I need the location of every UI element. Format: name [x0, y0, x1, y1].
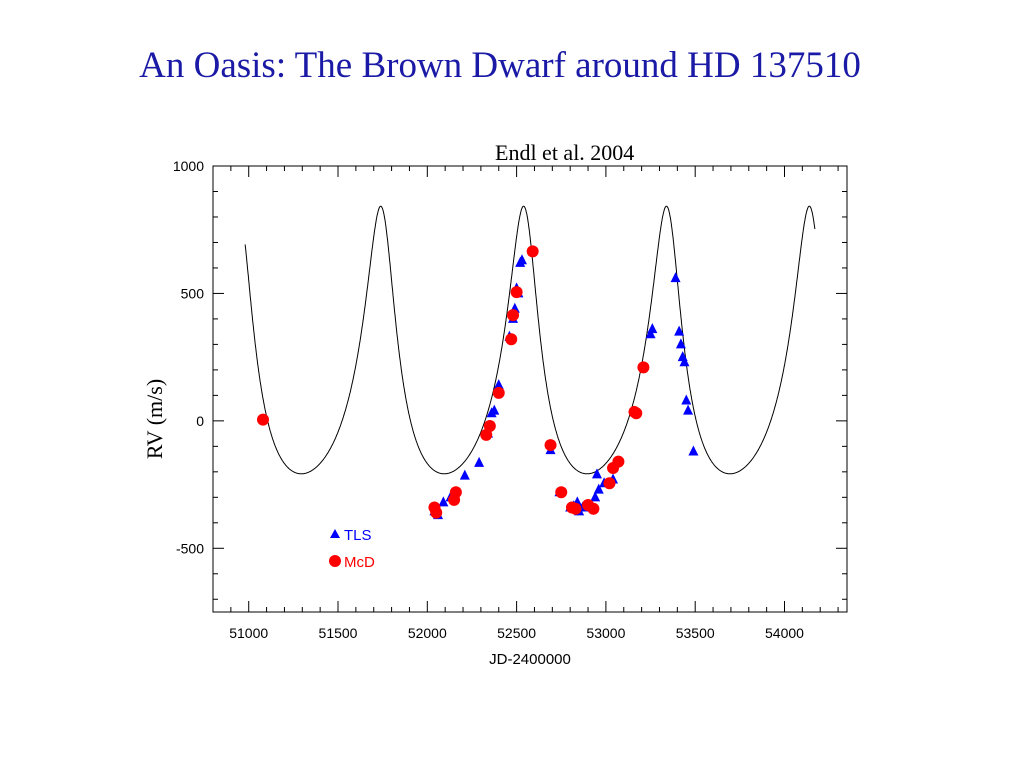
mcd-point — [492, 386, 505, 399]
tls-point — [688, 445, 699, 456]
tls-point — [516, 254, 527, 265]
tls-point — [679, 356, 690, 367]
mcd-point — [510, 286, 523, 299]
mcd-point — [430, 506, 443, 519]
x-tick-label: 51500 — [319, 625, 358, 641]
citation-label: Endl et al. 2004 — [495, 140, 635, 165]
mcd-point — [569, 502, 582, 515]
mcd-point — [449, 486, 462, 499]
legend-tls-label: TLS — [344, 527, 372, 544]
tls-point — [647, 323, 658, 334]
x-tick-label: 52000 — [408, 625, 447, 641]
mcd-point — [257, 413, 270, 426]
tls-point — [677, 351, 688, 362]
mcd-point — [544, 439, 557, 452]
x-tick-label: 53500 — [676, 625, 715, 641]
tls-point — [590, 491, 601, 502]
mcd-point — [637, 361, 650, 374]
orbit-fit-curve — [244, 205, 816, 475]
mcd-point — [507, 309, 520, 322]
x-tick-label: 51000 — [229, 625, 268, 641]
x-tick-label: 54000 — [765, 625, 804, 641]
tls-point — [489, 404, 500, 415]
x-tick-label: 52500 — [497, 625, 536, 641]
tls-point — [474, 456, 485, 467]
mcd-point — [483, 419, 496, 432]
mcd-point — [505, 333, 518, 346]
mcd-point — [630, 407, 643, 420]
data-points — [257, 245, 699, 520]
y-tick-label: 1000 — [173, 158, 204, 174]
mcd-point — [612, 455, 625, 468]
tls-point — [681, 394, 692, 405]
x-axis-title: JD-2400000 — [489, 651, 571, 668]
x-tick-labels: 51000 51500 52000 52500 53000 53500 54000 — [229, 625, 804, 641]
tls-point — [593, 483, 604, 494]
legend-mcd-label: McD — [344, 554, 375, 571]
y-tick-label: 0 — [196, 413, 204, 429]
legend-tls-marker — [330, 529, 340, 538]
tls-point — [674, 325, 685, 336]
tick-marks — [212, 165, 847, 612]
y-tick-labels: 1000 500 0 -500 — [173, 158, 204, 556]
legend: TLS McD — [329, 527, 375, 571]
y-tick-label: 500 — [181, 285, 205, 301]
tls-point — [675, 338, 686, 349]
tls-point — [645, 328, 656, 339]
mcd-point — [526, 245, 539, 258]
tls-point — [459, 469, 470, 480]
mcd-point — [587, 502, 600, 515]
tls-point — [683, 404, 694, 415]
plot-frame — [212, 165, 848, 613]
tls-point — [591, 468, 602, 479]
tls-point — [670, 272, 681, 283]
slide-title: An Oasis: The Brown Dwarf around HD 1375… — [139, 45, 861, 86]
y-axis-title: RV (m/s) — [142, 379, 167, 459]
mcd-point — [603, 477, 616, 490]
tls-point — [493, 379, 504, 390]
tls-point — [438, 496, 449, 507]
x-tick-label: 53000 — [586, 625, 625, 641]
y-tick-label: -500 — [176, 540, 204, 556]
mcd-point — [555, 486, 568, 499]
legend-mcd-marker — [329, 555, 341, 567]
